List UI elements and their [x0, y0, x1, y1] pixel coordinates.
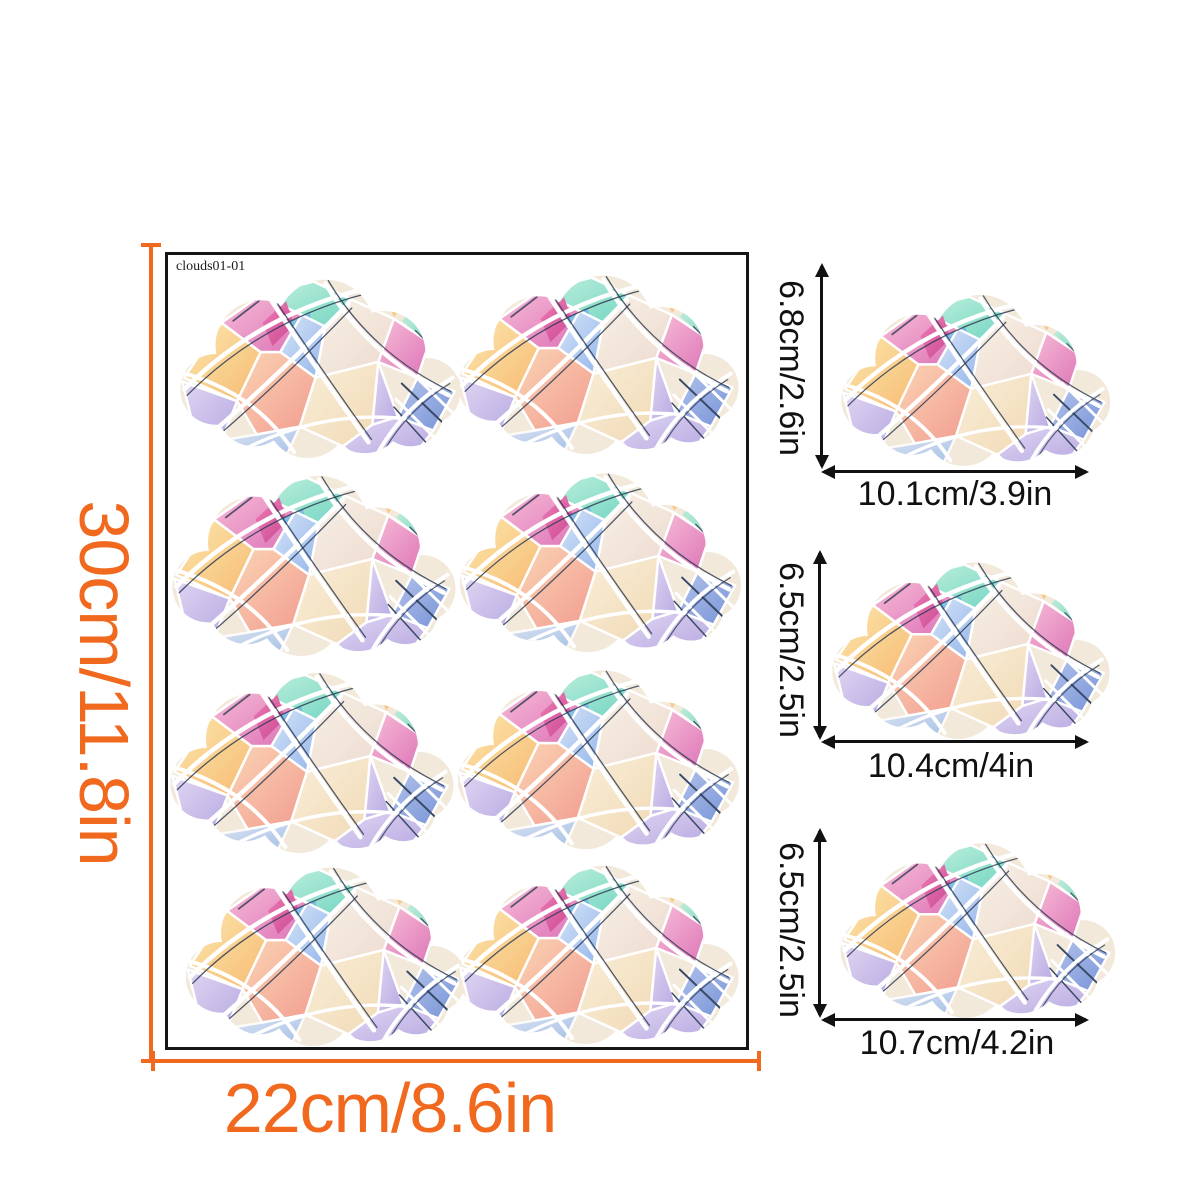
sample-2-height-arrow	[812, 550, 827, 740]
cloud-sticker-sample-1	[828, 278, 1118, 466]
cloud-sticker-r2c2	[450, 455, 745, 653]
cloud-sticker-r1c2	[448, 258, 743, 454]
sample-2-width-arrow	[821, 734, 1089, 749]
sample-3-width-label: 10.7cm/4.2in	[859, 1024, 1055, 1062]
cloud-sticker-sample-2	[822, 545, 1114, 739]
sheet-width-dimension-line	[151, 1051, 761, 1071]
cloud-sticker-r3c1	[160, 655, 458, 853]
sample-1-height-label: 6.8cm/2.6in	[772, 280, 810, 456]
sample-1-height-arrow	[814, 263, 829, 469]
cloud-sticker-r4c1	[175, 850, 471, 1046]
cloud-sticker-r4c2	[448, 848, 743, 1044]
sample-2-width-label: 10.4cm/4in	[867, 747, 1035, 785]
cloud-sticker-r3c2	[448, 652, 743, 850]
sheet-width-label: 22cm/8.6in	[223, 1069, 557, 1147]
cloud-sticker-r1c1	[170, 262, 465, 458]
sheet-height-label: 30cm/11.8in	[65, 500, 143, 866]
cloud-sticker-sample-3	[828, 826, 1122, 1018]
sheet-code-label: clouds01-01	[176, 259, 246, 274]
sample-2-height-label: 6.5cm/2.5in	[772, 562, 810, 738]
sample-3-height-label: 6.5cm/2.5in	[772, 842, 810, 1018]
sample-3-height-arrow	[812, 828, 827, 1018]
cloud-sticker-r2c1	[162, 458, 460, 656]
sample-3-width-arrow	[821, 1012, 1089, 1027]
sample-1-width-label: 10.1cm/3.9in	[857, 475, 1053, 513]
sheet-height-dimension-line	[141, 243, 161, 1063]
sample-1-width-arrow	[821, 464, 1089, 479]
